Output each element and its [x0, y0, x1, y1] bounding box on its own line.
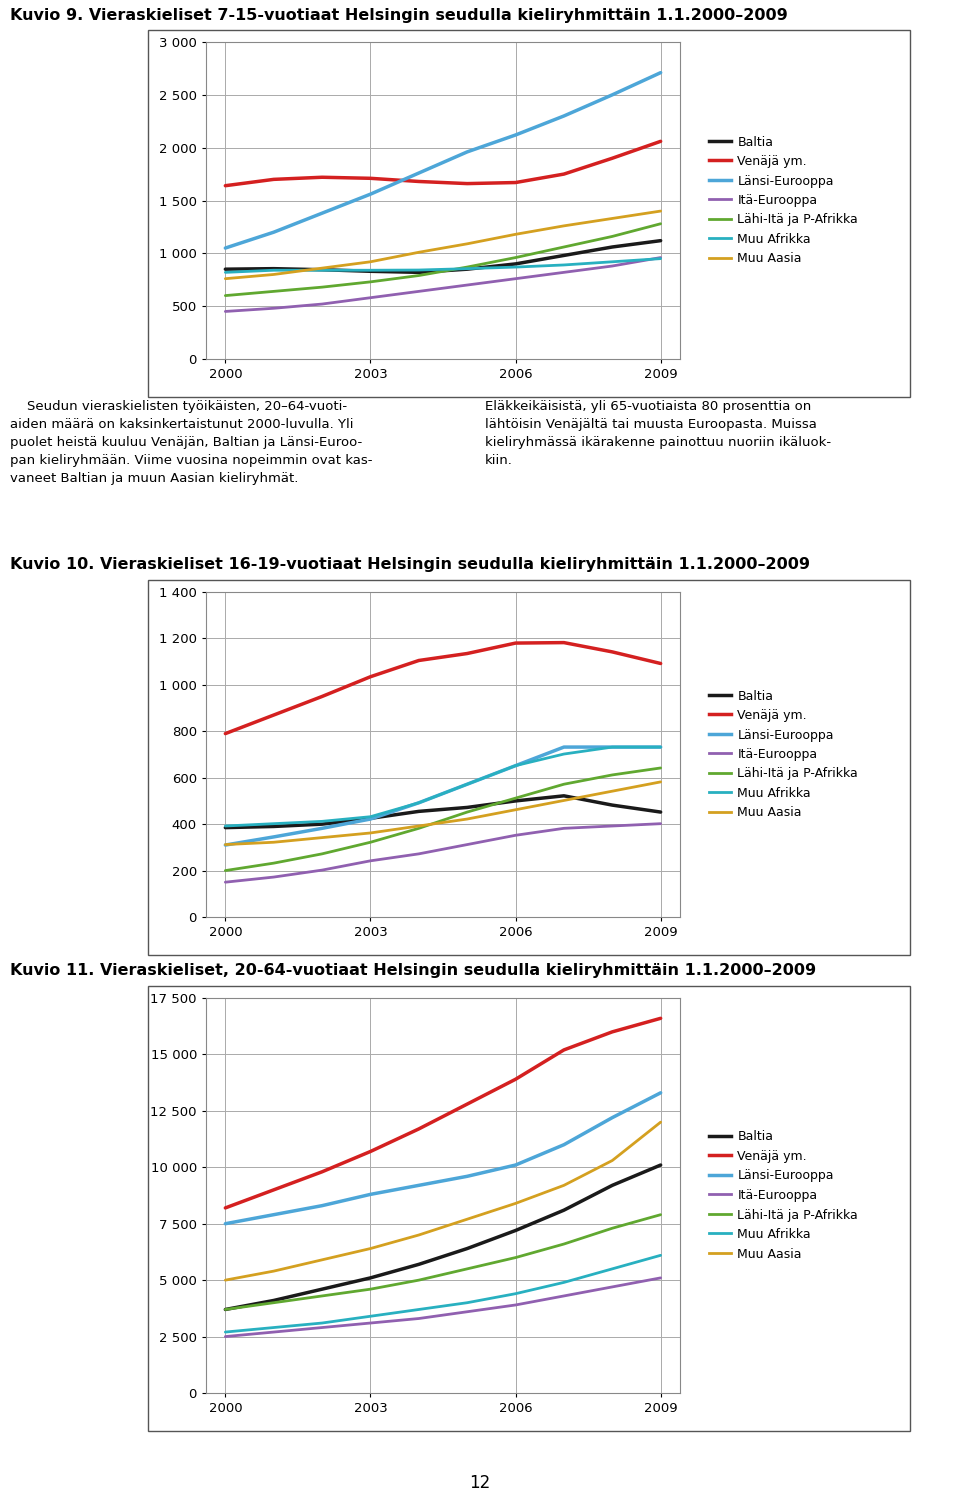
- Text: Kuvio 9. Vieraskieliset 7-15-vuotiaat Helsingin seudulla kieliryhmittäin 1.1.200: Kuvio 9. Vieraskieliset 7-15-vuotiaat He…: [10, 8, 787, 23]
- Text: Seudun vieraskielisten työikäisten, 20–64-vuoti-
aiden määrä on kaksinkertaistun: Seudun vieraskielisten työikäisten, 20–6…: [10, 400, 372, 485]
- Legend: Baltia, Venäjä ym., Länsi-Eurooppa, Itä-Eurooppa, Lähi-Itä ja P-Afrikka, Muu Afr: Baltia, Venäjä ym., Länsi-Eurooppa, Itä-…: [704, 1126, 863, 1266]
- Text: Eläkkeikäisistä, yli 65-vuotiaista 80 prosenttia on
lähtöisin Venäjältä tai muus: Eläkkeikäisistä, yli 65-vuotiaista 80 pr…: [485, 400, 830, 467]
- Text: 12: 12: [469, 1473, 491, 1491]
- Text: Kuvio 10. Vieraskieliset 16-19-vuotiaat Helsingin seudulla kieliryhmittäin 1.1.2: Kuvio 10. Vieraskieliset 16-19-vuotiaat …: [10, 556, 809, 571]
- Legend: Baltia, Venäjä ym., Länsi-Eurooppa, Itä-Eurooppa, Lähi-Itä ja P-Afrikka, Muu Afr: Baltia, Venäjä ym., Länsi-Eurooppa, Itä-…: [704, 684, 863, 825]
- Text: Kuvio 11. Vieraskieliset, 20-64-vuotiaat Helsingin seudulla kieliryhmittäin 1.1.: Kuvio 11. Vieraskieliset, 20-64-vuotiaat…: [10, 963, 816, 978]
- Legend: Baltia, Venäjä ym., Länsi-Eurooppa, Itä-Eurooppa, Lähi-Itä ja P-Afrikka, Muu Afr: Baltia, Venäjä ym., Länsi-Eurooppa, Itä-…: [704, 130, 863, 270]
